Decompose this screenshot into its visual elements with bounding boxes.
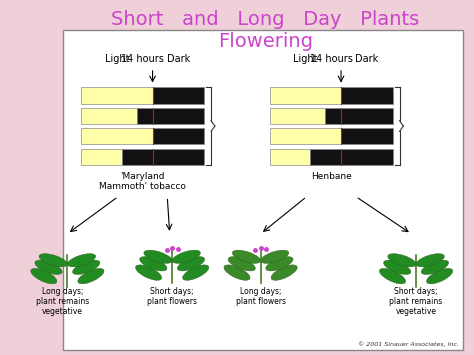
- Ellipse shape: [427, 268, 453, 284]
- Bar: [153, 87, 204, 104]
- Text: 'Maryland
Mammoth' tobacco: 'Maryland Mammoth' tobacco: [100, 172, 186, 191]
- Ellipse shape: [73, 260, 100, 274]
- Text: 14 hours: 14 hours: [310, 54, 353, 65]
- Ellipse shape: [35, 260, 62, 274]
- Ellipse shape: [67, 254, 96, 267]
- Bar: [325, 108, 392, 124]
- Ellipse shape: [39, 254, 67, 267]
- Ellipse shape: [31, 268, 57, 284]
- Bar: [82, 149, 122, 165]
- Bar: [270, 108, 325, 124]
- Bar: [153, 128, 204, 144]
- Ellipse shape: [388, 254, 416, 267]
- Ellipse shape: [172, 250, 201, 263]
- Text: Long days;
plant remains
vegetative: Long days; plant remains vegetative: [36, 287, 89, 317]
- Text: Short days;
plant remains
vegetative: Short days; plant remains vegetative: [390, 287, 443, 317]
- Bar: [341, 128, 392, 144]
- Bar: [82, 128, 153, 144]
- Ellipse shape: [228, 257, 255, 271]
- Ellipse shape: [383, 260, 411, 274]
- Ellipse shape: [136, 265, 162, 280]
- Text: Light: Light: [105, 54, 129, 64]
- Bar: [341, 87, 392, 104]
- Bar: [122, 149, 204, 165]
- Bar: [270, 87, 341, 104]
- Text: © 2001 Sinauer Associates, Inc.: © 2001 Sinauer Associates, Inc.: [357, 341, 458, 346]
- Ellipse shape: [177, 257, 205, 271]
- Text: Light: Light: [293, 54, 318, 64]
- Text: Henbane: Henbane: [311, 172, 352, 181]
- FancyBboxPatch shape: [63, 29, 463, 350]
- Bar: [82, 108, 137, 124]
- Ellipse shape: [379, 268, 406, 284]
- Text: Short   and   Long   Day   Plants
Flowering: Short and Long Day Plants Flowering: [111, 10, 419, 51]
- Ellipse shape: [271, 265, 297, 280]
- Ellipse shape: [261, 250, 289, 263]
- Ellipse shape: [182, 265, 209, 280]
- Ellipse shape: [78, 268, 104, 284]
- Bar: [270, 128, 341, 144]
- Text: Dark: Dark: [167, 54, 190, 64]
- Bar: [310, 149, 392, 165]
- Text: Dark: Dark: [355, 54, 378, 64]
- Bar: [137, 108, 204, 124]
- Text: Long days;
plant flowers: Long days; plant flowers: [236, 287, 285, 306]
- Ellipse shape: [224, 265, 250, 280]
- Text: 14 hours: 14 hours: [121, 54, 164, 65]
- Bar: [270, 149, 310, 165]
- Ellipse shape: [421, 260, 448, 274]
- Ellipse shape: [144, 250, 172, 263]
- Text: Short days;
plant flowers: Short days; plant flowers: [147, 287, 197, 306]
- Ellipse shape: [266, 257, 293, 271]
- Ellipse shape: [232, 250, 261, 263]
- Ellipse shape: [416, 254, 444, 267]
- Ellipse shape: [140, 257, 167, 271]
- Bar: [82, 87, 153, 104]
